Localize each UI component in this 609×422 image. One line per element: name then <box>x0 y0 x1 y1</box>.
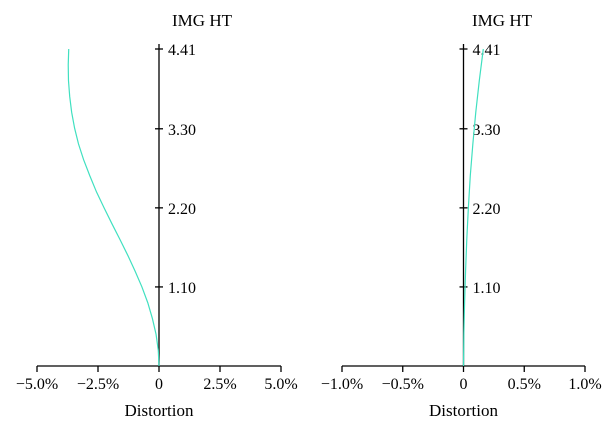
panel-left-title: IMG HT <box>172 11 233 30</box>
panel-left-y-ticks: 1.10 2.20 3.30 4.41 <box>155 42 196 297</box>
panel-left-x-tick-label: 2.5% <box>203 376 236 393</box>
panel-right-y-tick-label: 1.10 <box>473 280 501 297</box>
panel-left-x-tick-label: −5.0% <box>16 376 58 393</box>
panel-right-y-ticks: 1.10 2.20 3.30 4.41 <box>459 42 501 297</box>
panel-right-title: IMG HT <box>472 11 533 30</box>
panel-right-series <box>462 48 484 367</box>
panel-left-x-tick-label: 0 <box>155 376 163 393</box>
panel-right-x-tick-label: −0.5% <box>382 376 424 393</box>
panel-left-x-tick-label: −2.5% <box>77 376 119 393</box>
distortion-panel-right: IMG HT Distortion −1.0% −0.5% 0 0.5% 1.0% 1.… <box>321 11 602 420</box>
panel-right-x-tick-label: 0.5% <box>508 376 541 393</box>
panel-left-y-tick-label: 2.20 <box>168 201 196 218</box>
panel-left-distortion-curve <box>67 48 160 367</box>
panel-right-x-tick-label: −1.0% <box>321 376 363 393</box>
panel-left-series <box>67 48 160 367</box>
panel-right-y-tick-label: 2.20 <box>473 201 501 218</box>
panel-right-x-tick-label: 1.0% <box>568 376 601 393</box>
panel-right-y-tick-label: 4.41 <box>473 42 501 59</box>
panel-left-y-tick-label: 4.41 <box>168 42 196 59</box>
panel-left-x-tick-label: 5.0% <box>264 376 297 393</box>
panel-left-x-label: Distortion <box>125 401 194 420</box>
distortion-panel-left: IMG HT Distortion −5.0% −2.5% 0 2.5% 5.0% 1.… <box>16 11 298 420</box>
panel-left-y-tick-label: 1.10 <box>168 280 196 297</box>
panel-left-y-tick-label: 3.30 <box>168 122 196 139</box>
panel-right-x-tick-label: 0 <box>460 376 468 393</box>
panel-right-x-ticks: −1.0% −0.5% 0 0.5% 1.0% <box>321 366 602 393</box>
panel-right-x-label: Distortion <box>429 401 498 420</box>
panel-right-y-tick-label: 3.30 <box>473 122 501 139</box>
panel-right-distortion-curve <box>462 48 484 367</box>
panel-left-x-ticks: −5.0% −2.5% 0 2.5% 5.0% <box>16 366 298 393</box>
